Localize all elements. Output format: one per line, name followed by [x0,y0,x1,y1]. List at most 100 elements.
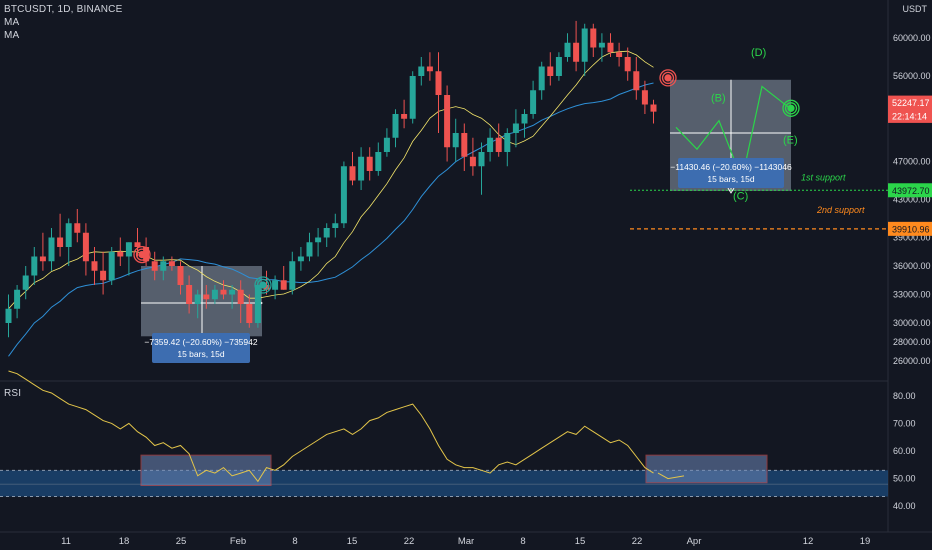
pattern-label: (E) [783,135,798,147]
rsi-tick: 60.00 [893,446,916,456]
candle-body [538,66,545,91]
candle-body [650,104,657,112]
measure-label-1-value: −7359.42 (−20.60%) −735942 [144,337,257,347]
time-tick: Mar [458,536,474,547]
candle-body [143,247,150,262]
price-tick: 36000.00 [893,261,931,271]
candle-body [426,66,433,72]
price-tick: 43000.00 [893,195,931,205]
price-tick: 26000.00 [893,356,931,366]
support-2-price [888,221,932,236]
currency-text: USDT [902,4,928,14]
candle-body [177,266,184,285]
candle-body [512,123,519,133]
candle-body [547,66,554,76]
candle-body [125,242,132,257]
price-tick: 60000.00 [893,33,931,43]
time-tick: 11 [61,536,71,547]
candle-body [14,289,21,309]
time-tick: 22 [632,536,643,547]
rsi-tick: 50.00 [893,474,916,484]
candle-body [39,256,46,262]
measure-label-1-bars: 15 bars, 15d [177,349,225,359]
candle-body [641,90,648,105]
currency-label[interactable]: USDT [903,4,928,14]
candle-body [392,114,399,138]
measure-2-arrow-down [727,187,735,194]
price-tick: 47000.00 [893,157,931,167]
countdown-label-text: 22:14:14 [892,111,927,121]
candle-body [444,95,451,148]
pattern-label: (D) [751,47,766,59]
candle-body [160,261,167,271]
ma-indicator-label[interactable]: MA [4,30,20,41]
candle-body [315,237,322,243]
candle-body [194,294,201,304]
candle-body [186,285,193,304]
time-tick: 18 [119,536,130,547]
time-tick: 15 [347,536,358,547]
buy-target-marker-ring [259,281,267,289]
candle-body [521,114,528,124]
buy-target-marker [254,276,272,294]
candle-body [616,52,623,57]
candle-body [624,57,631,72]
time-tick: Apr [687,536,702,547]
measure-label-2-bars: 15 bars, 15d [707,174,755,184]
candle-body [272,280,279,290]
candle-body [469,156,476,167]
candle-body [211,289,218,300]
candle-body [263,285,270,290]
candle-body [581,28,588,62]
buy-target-marker-ring [254,276,272,294]
candle-body [478,152,485,167]
price-tick: 28000.00 [893,337,931,347]
sell-target-marker-ring [133,245,151,264]
candle-body [254,285,261,323]
measure-label-1 [152,333,250,363]
pattern-label: (B) [711,93,726,105]
sell-target-marker [659,69,677,87]
last-price-label [888,95,932,110]
candle-body [375,152,382,171]
candle-body [366,156,373,171]
candle-body [65,223,72,247]
candle-body [418,66,425,76]
ma-fast-line [8,50,654,310]
candle-body [31,256,38,276]
sell-target-marker-ring [138,250,146,259]
candle-body [332,223,339,228]
candle-body [220,289,227,295]
candle-body [461,133,468,157]
candle-body [91,261,98,271]
candle-body [495,137,502,152]
buy-target-marker [782,99,800,117]
rsi-tick: 40.00 [893,501,916,511]
sell-target-marker-ring [659,69,677,87]
candle-body [57,237,64,247]
support-1-label: 1st support [801,172,846,182]
candle-body [607,42,614,53]
rsi-tick: 70.00 [893,418,916,428]
candle-body [633,71,640,91]
candle-body [340,166,347,224]
support-2-label: 2nd support [816,205,865,215]
rsi-indicator-label[interactable]: RSI [4,388,22,399]
time-tick: 22 [404,536,415,547]
buy-target-marker-ring [256,278,270,292]
time-tick: 25 [176,536,187,547]
candle-body [151,261,158,271]
price-tick: 39000.00 [893,233,931,243]
support-2-price-text: 39910.96 [892,224,930,234]
countdown-label [888,108,932,123]
ma-indicator-label[interactable]: MA [4,17,20,28]
symbol-title: BTCUSDT, 1D, BINANCE [4,4,123,15]
candle-body [100,270,107,281]
candle-body [168,261,175,266]
ma-slow-line [8,82,654,357]
time-tick: 19 [860,536,871,547]
candle-body [401,114,408,119]
candle-body [134,242,141,247]
candle-body [598,42,605,48]
